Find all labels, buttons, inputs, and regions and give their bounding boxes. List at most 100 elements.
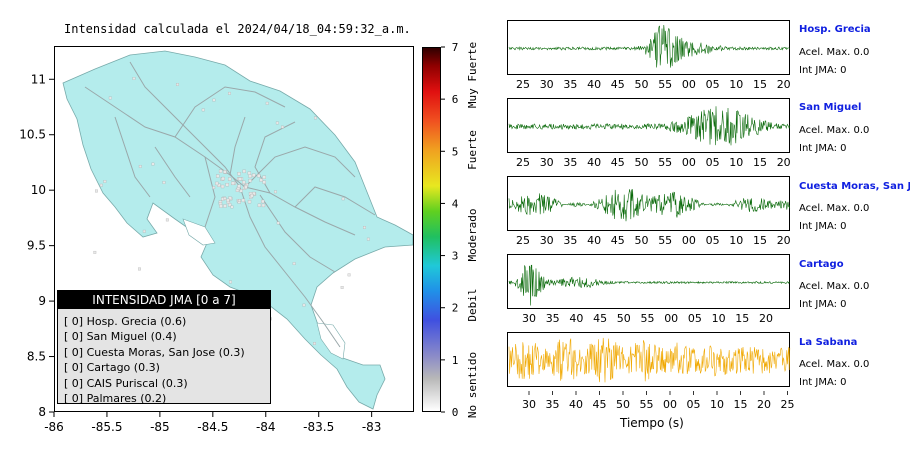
time-tick-label: 55: [641, 312, 655, 325]
legend-title: INTENSIDAD JMA [0 a 7]: [58, 291, 270, 309]
time-tick-label: 05: [706, 234, 720, 247]
time-tick-label: 25: [516, 156, 530, 169]
colorbar-category-label: No sentido: [466, 352, 479, 418]
seismogram-panel-4: [507, 332, 791, 387]
waveform-trace: [508, 264, 790, 306]
time-tick-label: 50: [635, 156, 649, 169]
station-marker: [261, 199, 265, 204]
time-tick-label: 05: [688, 312, 702, 325]
time-tick-label: 20: [777, 234, 791, 247]
time-tick-label: 10: [710, 398, 724, 411]
station-acel: Acel. Max. 0.0: [799, 359, 870, 370]
time-tick-label: 35: [546, 398, 560, 411]
colorbar-tick-label: 0: [452, 406, 459, 419]
station-marker: [176, 83, 179, 86]
time-tick-label: 45: [593, 312, 607, 325]
station-marker: [215, 181, 219, 186]
station-name: Cuesta Moras, San Jose: [799, 181, 910, 192]
station-marker: [257, 203, 262, 208]
station-marker: [231, 181, 235, 186]
time-tick-label: 45: [611, 234, 625, 247]
colorbar-tick-label: 6: [452, 93, 459, 106]
time-tick-label: 30: [522, 312, 536, 325]
time-tick-label: 15: [753, 156, 767, 169]
station-marker: [247, 171, 252, 175]
road: [129, 61, 241, 188]
road: [174, 86, 286, 138]
time-tick-label: 40: [569, 398, 583, 411]
seismogram-panel-3: [507, 254, 790, 309]
time-tick-label: 30: [540, 234, 554, 247]
station-marker: [265, 101, 269, 105]
land-mainland: [62, 50, 413, 410]
station-marker: [138, 165, 142, 168]
station-marker: [363, 226, 366, 229]
legend-item: [ 0] Hosp. Grecia (0.6): [64, 315, 187, 328]
station-marker: [238, 177, 242, 181]
station-marker: [247, 200, 252, 204]
station-int: Int JMA: 0: [799, 143, 847, 154]
station-marker: [151, 162, 155, 166]
station-marker: [95, 189, 98, 193]
lat-tick-label: 9.5: [27, 239, 46, 253]
station-marker: [248, 174, 252, 178]
time-tick-label: 25: [516, 234, 530, 247]
seismogram-panel-0: [507, 20, 791, 75]
station-marker: [248, 178, 252, 183]
lat-tick-label: 9: [38, 294, 46, 308]
colorbar-category-label: Muy Fuerte: [466, 42, 479, 108]
station-marker: [220, 184, 225, 189]
time-tick-label: 00: [682, 78, 696, 91]
seismogram-trace: [508, 264, 790, 306]
time-tick-label: 05: [687, 398, 701, 411]
station-marker: [252, 191, 256, 196]
road: [204, 156, 216, 228]
golfo-dulce: [316, 322, 346, 360]
road-network: [84, 61, 376, 348]
time-tick-label: 50: [635, 234, 649, 247]
station-marker: [242, 169, 246, 174]
time-tick-label: 00: [682, 234, 696, 247]
legend-item: [ 0] Cartago (0.3): [64, 361, 160, 375]
station-marker: [223, 197, 227, 200]
station-marker: [340, 286, 344, 289]
legend-item: [ 0] San Miguel (0.4): [64, 330, 177, 344]
station-marker: [292, 262, 296, 266]
golfo-nicoya: [182, 218, 216, 246]
intensity-colorbar: [422, 47, 441, 412]
station-marker: [314, 116, 317, 120]
colorbar-category-label: Fuerte: [466, 130, 479, 170]
station-int: Int JMA: 0: [799, 221, 847, 232]
station-marker: [228, 177, 232, 181]
road: [229, 116, 246, 176]
station-marker: [225, 183, 229, 187]
time-tick-label: 00: [663, 398, 677, 411]
road: [114, 116, 151, 198]
time-tick-label: 10: [712, 312, 726, 325]
station-marker: [275, 121, 279, 125]
station-name: San Miguel: [799, 102, 862, 113]
waveform-trace: [508, 189, 791, 222]
station-marker: [212, 186, 216, 190]
time-tick-label: 55: [658, 156, 672, 169]
station-marker: [242, 180, 246, 185]
time-tick-label: 45: [593, 398, 607, 411]
station-marker: [237, 184, 241, 188]
station-marker: [228, 196, 232, 200]
lon-tick-label: -85: [150, 420, 170, 434]
time-tick-label: 20: [777, 78, 791, 91]
road: [259, 194, 336, 273]
colorbar-category-label: Moderado: [466, 209, 479, 262]
station-acel: Acel. Max. 0.0: [799, 47, 870, 58]
time-axis-label: Tiempo (s): [620, 416, 684, 430]
station-marker: [103, 179, 107, 183]
time-tick-label: 30: [540, 156, 554, 169]
road: [239, 186, 341, 348]
time-tick-label: 50: [617, 312, 631, 325]
station-marker: [257, 174, 261, 178]
station-marker: [221, 176, 225, 181]
station-marker: [244, 185, 248, 190]
lat-tick-label: 8.5: [27, 350, 46, 364]
time-tick-label: 40: [587, 156, 601, 169]
station-acel: Acel. Max. 0.0: [799, 281, 870, 292]
